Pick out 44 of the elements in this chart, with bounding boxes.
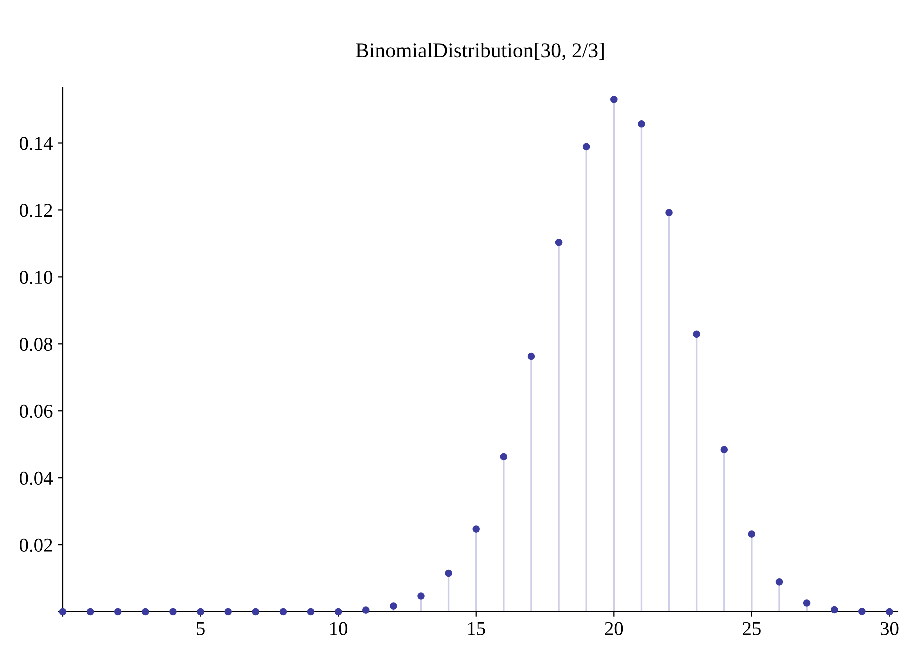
point (582, 143, 590, 151)
x-tick-label: 10 (330, 622, 348, 636)
point (472, 526, 480, 533)
point (500, 453, 508, 461)
point (666, 209, 673, 217)
point (886, 608, 894, 616)
point (142, 608, 150, 616)
point (830, 606, 838, 614)
point (224, 608, 232, 616)
point (858, 608, 866, 616)
point (638, 120, 646, 128)
point (803, 600, 811, 607)
chart-title: BinomialDistribution[30, 2/3] (356, 42, 604, 61)
point (720, 446, 728, 454)
x-tick-label: 25 (743, 622, 761, 636)
point (86, 608, 94, 616)
point (307, 608, 315, 616)
point (610, 96, 618, 104)
point (197, 608, 204, 616)
y-tick-label: 0.02 (20, 538, 52, 552)
point (114, 608, 122, 616)
y-tick-label: 0.06 (20, 404, 53, 418)
point (362, 606, 370, 614)
point (445, 570, 452, 578)
point (528, 352, 536, 360)
y-tick-label: 0.14 (20, 137, 53, 150)
y-tick-label: 0.04 (20, 472, 53, 486)
point (170, 608, 177, 616)
point (334, 608, 342, 616)
point (693, 330, 700, 338)
x-tick-label: 15 (468, 622, 486, 636)
point (776, 578, 784, 586)
point (418, 592, 425, 600)
point (748, 530, 756, 538)
x-tick-label: 5 (197, 622, 205, 636)
point (280, 608, 288, 616)
x-tick-label: 30 (880, 622, 899, 636)
point (555, 239, 563, 246)
y-tick-label: 0.12 (20, 204, 52, 218)
point (252, 608, 260, 616)
y-tick-label: 0.10 (20, 270, 53, 284)
y-tick-label: 0.08 (20, 338, 53, 352)
point (390, 602, 398, 610)
x-tick-label: 20 (605, 622, 624, 636)
